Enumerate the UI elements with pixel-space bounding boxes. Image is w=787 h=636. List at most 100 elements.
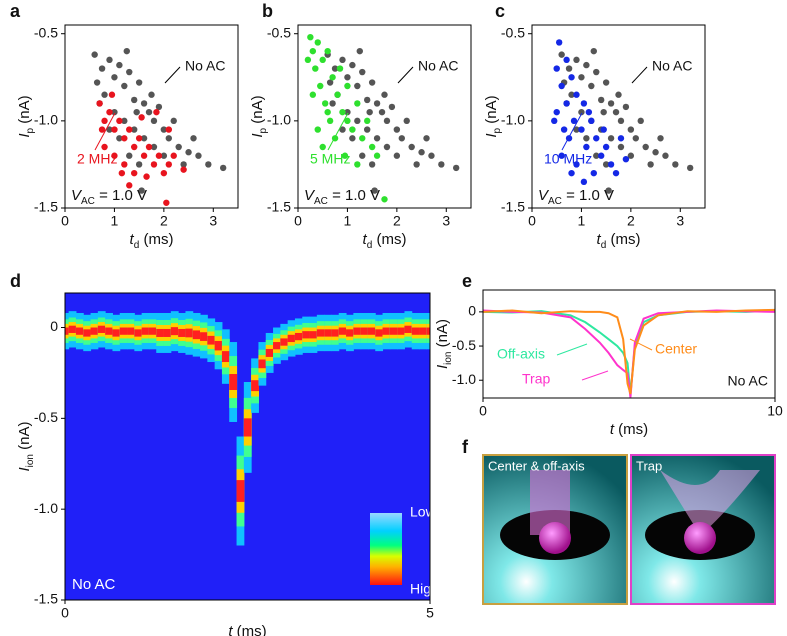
y-tick-label: -1.0 bbox=[452, 371, 476, 387]
scatter-point bbox=[111, 74, 118, 81]
scatter-point bbox=[319, 143, 326, 151]
axis-label: td (ms) bbox=[130, 231, 174, 251]
scatter-point bbox=[135, 79, 143, 86]
scatter-point bbox=[578, 74, 585, 81]
scatter-point bbox=[91, 51, 98, 58]
scatter-point bbox=[356, 47, 363, 55]
scatter-point bbox=[123, 47, 130, 55]
callout-line bbox=[556, 343, 588, 356]
label-part: t bbox=[597, 231, 602, 248]
scatter-point bbox=[101, 117, 108, 125]
density-band bbox=[207, 335, 216, 345]
label-part: (ms) bbox=[614, 421, 648, 438]
label-part: t bbox=[228, 623, 233, 636]
scatter-point bbox=[605, 187, 612, 194]
beam bbox=[660, 470, 760, 535]
scatter-point bbox=[331, 65, 339, 72]
x-tick-label: 10 bbox=[767, 403, 783, 419]
density-band bbox=[200, 332, 208, 341]
scatter-point bbox=[354, 117, 361, 125]
axis-label: Ip (nA) bbox=[249, 95, 269, 137]
scatter-point bbox=[602, 79, 610, 86]
label-part: t bbox=[130, 231, 135, 248]
scatter-point bbox=[116, 117, 123, 125]
scatter-point bbox=[438, 161, 445, 168]
x-tick-label: 1 bbox=[344, 213, 352, 229]
scatter-point bbox=[98, 126, 106, 133]
scatter-point bbox=[600, 126, 607, 133]
density-band bbox=[243, 418, 252, 437]
scatter-point bbox=[334, 91, 341, 98]
scatter-point bbox=[383, 143, 391, 151]
scatter-point bbox=[364, 117, 371, 125]
label-part: I bbox=[16, 467, 33, 471]
density-band bbox=[141, 327, 150, 335]
scatter-point bbox=[583, 61, 590, 69]
scatter-point bbox=[304, 56, 312, 64]
density-band bbox=[119, 327, 128, 335]
y-tick-label: -1.0 bbox=[34, 112, 58, 128]
scatter-point bbox=[368, 79, 376, 86]
scatter-point bbox=[583, 135, 590, 142]
scatter-point bbox=[143, 173, 150, 180]
y-tick-label: -0.5 bbox=[34, 409, 58, 425]
x-tick-label: 3 bbox=[442, 213, 450, 229]
callout-line bbox=[327, 112, 349, 151]
density-band bbox=[397, 327, 405, 335]
scatter-point bbox=[383, 117, 391, 125]
scatter-point bbox=[553, 108, 560, 116]
scatter-point bbox=[560, 126, 568, 133]
label-part: (nA) bbox=[249, 95, 266, 128]
label-part: V bbox=[538, 187, 550, 204]
y-tick-label: -1.5 bbox=[501, 199, 525, 215]
x-tick-label: 3 bbox=[209, 213, 217, 229]
scatter-point bbox=[598, 152, 605, 159]
density-band bbox=[316, 329, 325, 337]
axis-label: t (ms) bbox=[610, 421, 648, 438]
density-band bbox=[367, 327, 376, 335]
scatter-point bbox=[312, 65, 319, 72]
label-part: d bbox=[134, 240, 140, 251]
density-band bbox=[185, 328, 194, 338]
density-band bbox=[331, 329, 340, 337]
callout: Center bbox=[655, 341, 697, 357]
scatter-point bbox=[138, 187, 145, 194]
scatter-point bbox=[585, 108, 593, 116]
scatter-point bbox=[393, 152, 401, 159]
scatter-point bbox=[612, 108, 620, 116]
scatter-point bbox=[423, 135, 430, 142]
scatter-point bbox=[580, 100, 588, 107]
panel-label: e bbox=[462, 271, 472, 291]
scatter-point bbox=[175, 143, 182, 151]
scatter-point bbox=[403, 117, 410, 125]
y-tick-label: -1.0 bbox=[267, 112, 291, 128]
scatter-point bbox=[551, 117, 558, 125]
scatter-point bbox=[180, 161, 187, 168]
scatter-point bbox=[555, 39, 563, 46]
axis-label: Iion (nA) bbox=[434, 319, 454, 369]
scatter-point bbox=[344, 82, 351, 90]
scatter-point bbox=[324, 108, 331, 116]
scatter-point bbox=[121, 82, 128, 90]
density-band bbox=[65, 327, 70, 335]
label-part: d bbox=[367, 240, 373, 251]
scatter-point bbox=[160, 126, 168, 133]
scatter-point bbox=[329, 74, 336, 81]
scatter-point bbox=[686, 164, 694, 172]
scatter-point bbox=[364, 126, 371, 133]
density-band bbox=[411, 327, 420, 335]
scatter-point bbox=[602, 143, 610, 151]
scatter-point bbox=[570, 117, 578, 125]
density-band bbox=[382, 327, 391, 335]
density-band bbox=[229, 374, 238, 391]
density-band bbox=[360, 327, 369, 335]
scatter-point bbox=[314, 39, 321, 46]
scatter-point bbox=[388, 103, 396, 111]
density-band bbox=[83, 329, 92, 337]
callout-line bbox=[561, 112, 583, 151]
scatter-point bbox=[607, 100, 615, 107]
scatter-point bbox=[326, 79, 334, 86]
scatter-point bbox=[185, 149, 192, 156]
annotation: No AC bbox=[728, 373, 768, 389]
scatter-point bbox=[93, 79, 101, 86]
